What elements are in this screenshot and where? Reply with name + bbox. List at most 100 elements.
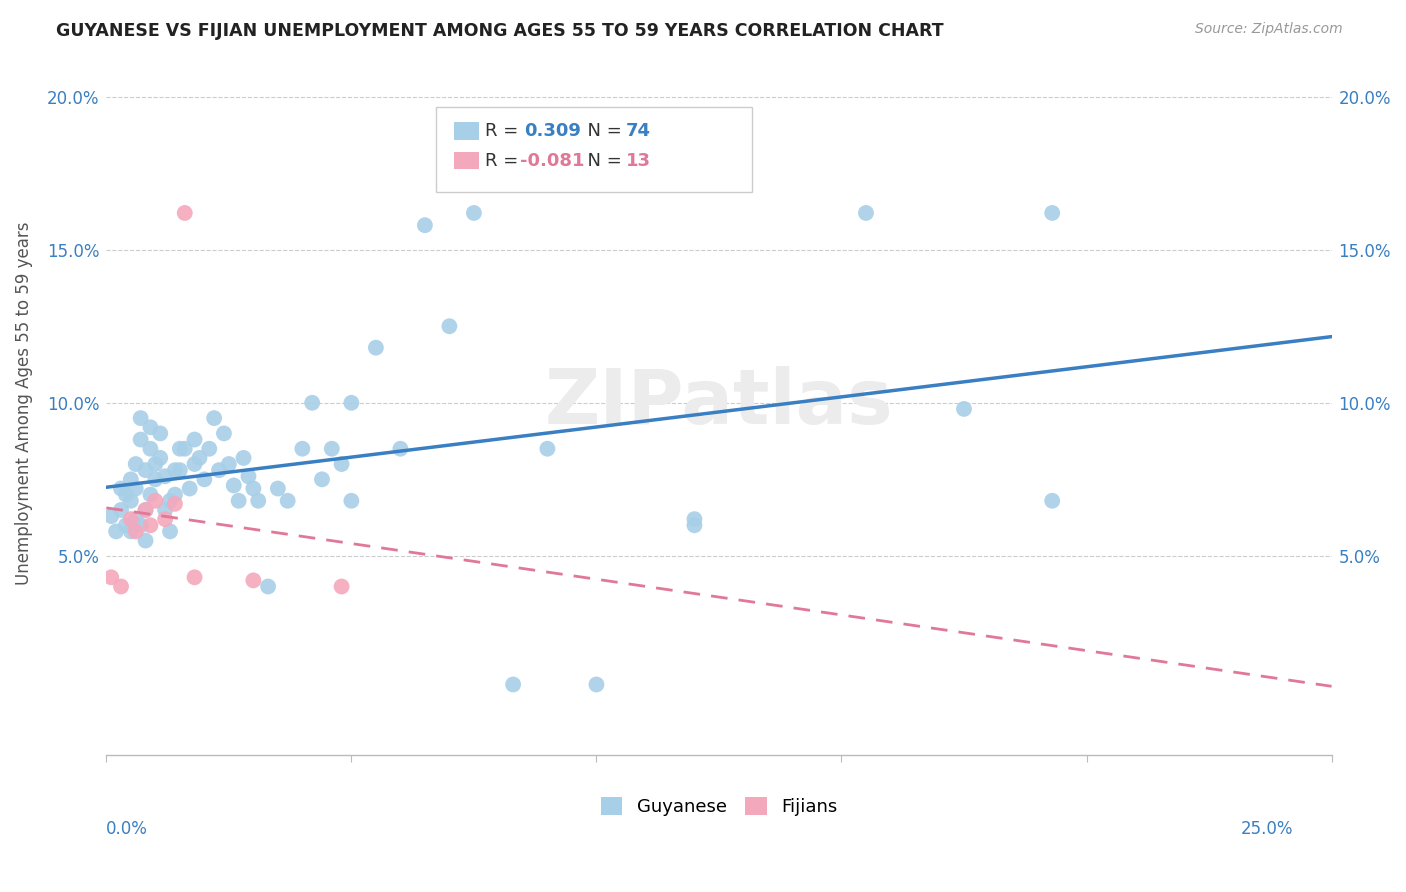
Point <box>139 518 162 533</box>
Point <box>502 677 524 691</box>
Point <box>413 218 436 232</box>
Point <box>120 524 142 539</box>
Point <box>110 580 132 594</box>
Point <box>173 206 195 220</box>
Point <box>212 426 235 441</box>
Text: N =: N = <box>576 122 628 140</box>
Point <box>330 457 353 471</box>
Text: Source: ZipAtlas.com: Source: ZipAtlas.com <box>1195 22 1343 37</box>
Point <box>105 524 128 539</box>
Point <box>100 509 122 524</box>
Text: GUYANESE VS FIJIAN UNEMPLOYMENT AMONG AGES 55 TO 59 YEARS CORRELATION CHART: GUYANESE VS FIJIAN UNEMPLOYMENT AMONG AG… <box>56 22 943 40</box>
Point <box>125 512 148 526</box>
Point <box>267 482 290 496</box>
Point <box>364 341 387 355</box>
Point <box>120 472 142 486</box>
Point <box>163 463 186 477</box>
Point <box>291 442 314 456</box>
Point <box>277 493 299 508</box>
Point <box>129 433 152 447</box>
Point <box>439 319 461 334</box>
Text: ZIPatlas: ZIPatlas <box>544 366 893 440</box>
Point <box>135 503 157 517</box>
Point <box>389 442 412 456</box>
Text: 0.309: 0.309 <box>524 122 581 140</box>
Point <box>311 472 333 486</box>
Point <box>193 472 215 486</box>
Point <box>232 450 254 465</box>
Point <box>330 580 353 594</box>
Point <box>143 472 166 486</box>
Text: 74: 74 <box>626 122 651 140</box>
Point <box>135 503 157 517</box>
Point <box>340 396 363 410</box>
Y-axis label: Unemployment Among Ages 55 to 59 years: Unemployment Among Ages 55 to 59 years <box>15 221 32 584</box>
Point <box>188 450 211 465</box>
Point <box>110 503 132 517</box>
Text: -0.081: -0.081 <box>520 152 585 169</box>
Point <box>463 206 485 220</box>
Point <box>100 570 122 584</box>
Point <box>242 482 264 496</box>
Text: N =: N = <box>576 152 628 169</box>
Legend: Guyanese, Fijians: Guyanese, Fijians <box>600 797 837 816</box>
Point <box>242 574 264 588</box>
Point <box>1040 493 1063 508</box>
Point <box>238 469 260 483</box>
Point <box>183 457 205 471</box>
Point <box>143 493 166 508</box>
Point <box>153 503 176 517</box>
Point <box>183 570 205 584</box>
Point <box>149 426 172 441</box>
Point <box>125 524 148 539</box>
Point <box>183 433 205 447</box>
Point <box>153 469 176 483</box>
Point <box>198 442 221 456</box>
Point <box>208 463 231 477</box>
Point <box>953 401 976 416</box>
Point <box>139 420 162 434</box>
Point <box>169 442 191 456</box>
Point <box>340 493 363 508</box>
Point <box>149 450 172 465</box>
Text: 25.0%: 25.0% <box>1241 820 1294 838</box>
Text: 0.0%: 0.0% <box>105 820 148 838</box>
Point <box>135 463 157 477</box>
Point <box>257 580 280 594</box>
Point <box>129 518 152 533</box>
Point <box>143 457 166 471</box>
Point <box>202 411 225 425</box>
Point <box>222 478 245 492</box>
Point <box>301 396 323 410</box>
Point <box>173 442 195 456</box>
Point <box>321 442 343 456</box>
Point <box>120 512 142 526</box>
Point <box>683 512 706 526</box>
Point <box>247 493 270 508</box>
Point <box>855 206 877 220</box>
Point <box>115 518 138 533</box>
Point <box>163 497 186 511</box>
Point <box>125 457 148 471</box>
Point <box>125 482 148 496</box>
Point <box>228 493 250 508</box>
Point <box>129 411 152 425</box>
Point <box>536 442 558 456</box>
Point <box>153 512 176 526</box>
Point <box>159 493 181 508</box>
Point <box>169 463 191 477</box>
Text: R =: R = <box>485 122 530 140</box>
Point <box>139 442 162 456</box>
Point <box>218 457 240 471</box>
Point <box>110 482 132 496</box>
Text: 13: 13 <box>626 152 651 169</box>
Point <box>1040 206 1063 220</box>
Point <box>115 488 138 502</box>
Point <box>159 524 181 539</box>
Text: R =: R = <box>485 152 524 169</box>
Point <box>139 488 162 502</box>
Point <box>135 533 157 548</box>
Point <box>179 482 201 496</box>
Point <box>683 518 706 533</box>
Point <box>163 488 186 502</box>
